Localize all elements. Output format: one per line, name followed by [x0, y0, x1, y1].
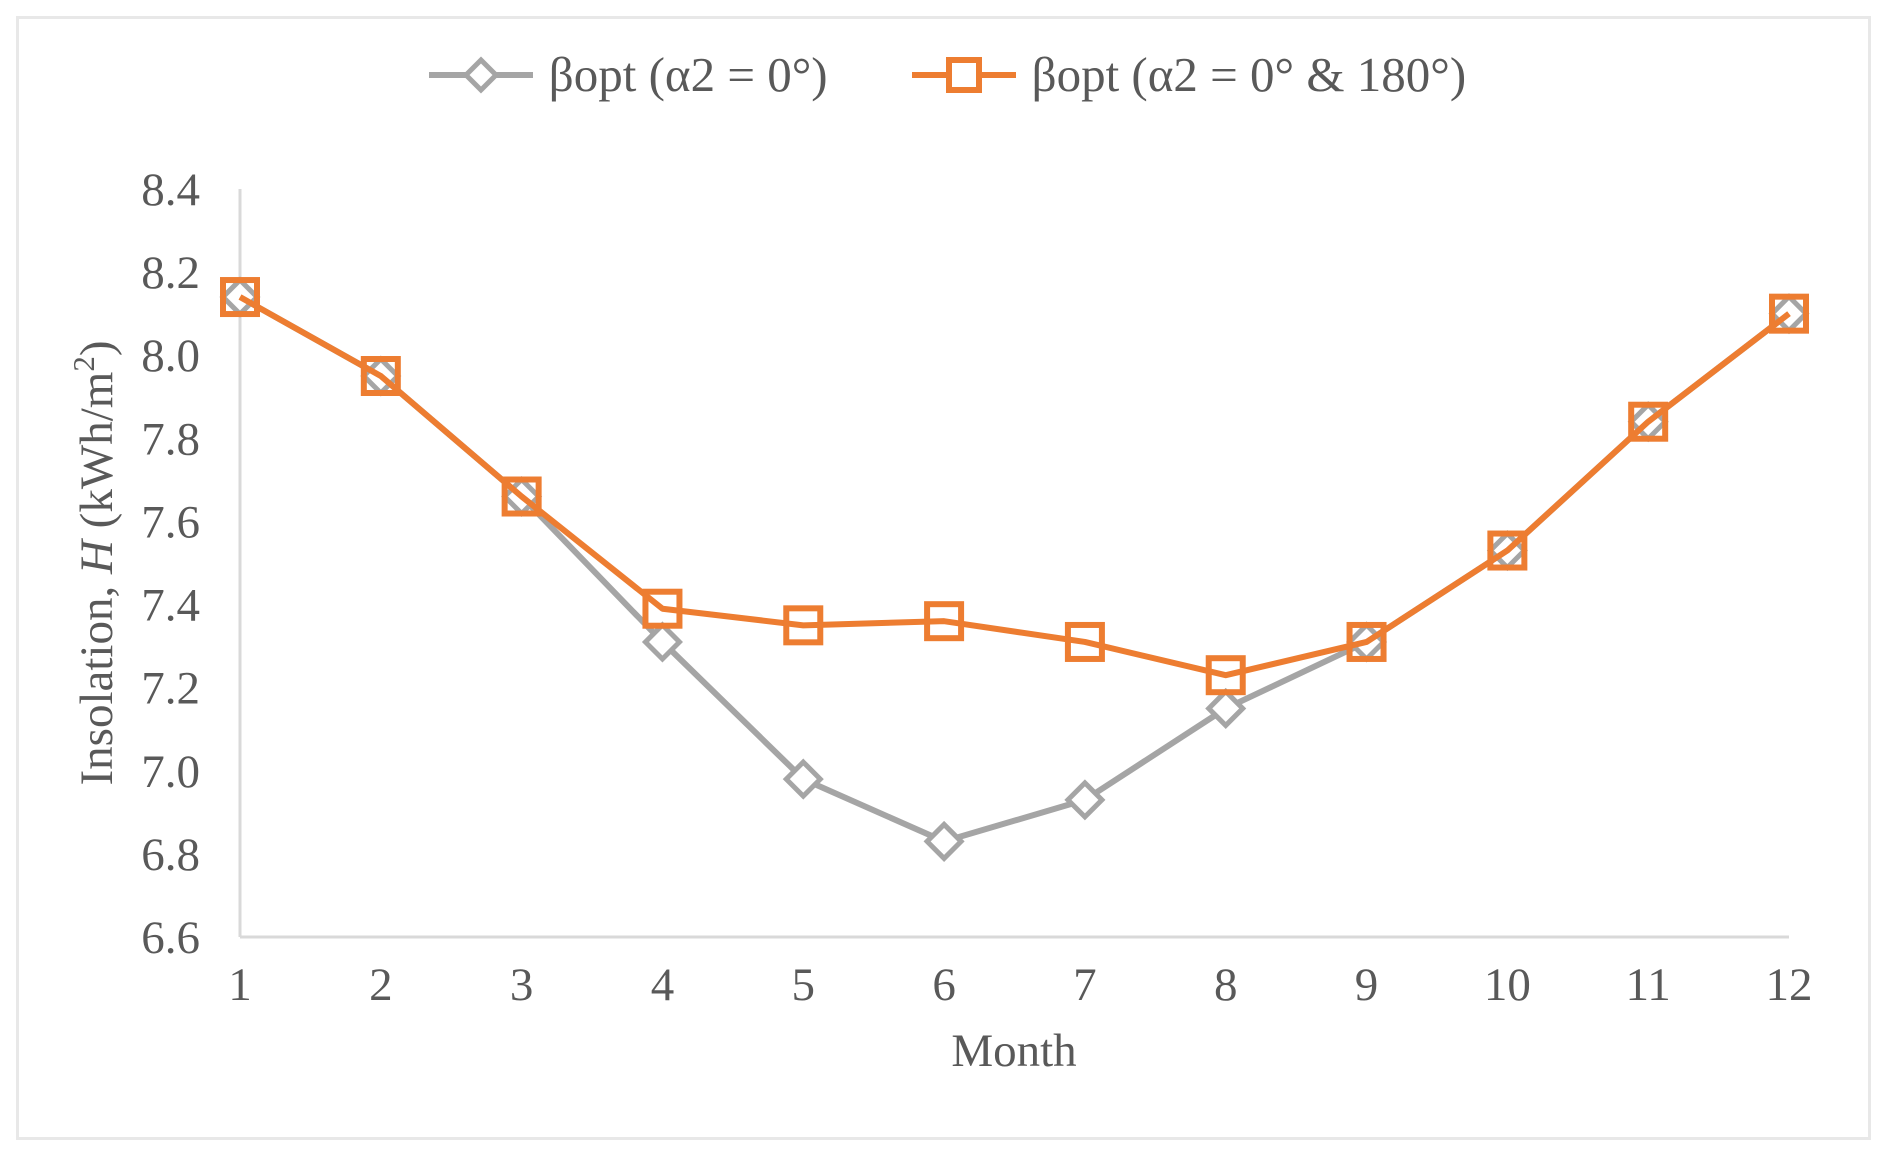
x-tick-label: 1	[228, 959, 252, 1011]
x-tick-label: 6	[932, 959, 956, 1011]
legend-label-series2: βopt (α2 = 0° & 180°)	[1031, 47, 1467, 102]
x-tick-label: 2	[369, 959, 393, 1011]
y-tick-label: 7.8	[141, 413, 200, 465]
y-tick-label: 6.6	[141, 912, 200, 964]
legend-label-series1: βopt (α2 = 0°)	[548, 47, 828, 102]
legend-item-series1: βopt (α2 = 0°)	[427, 46, 828, 103]
data-point-square	[924, 601, 965, 642]
x-tick-label: 3	[510, 959, 534, 1011]
data-point-diamond	[641, 621, 683, 663]
data-point-square	[1628, 401, 1669, 442]
legend-diamond-marker-icon	[428, 55, 533, 94]
data-point-square	[220, 277, 260, 318]
x-tick-label: 7	[1073, 959, 1097, 1011]
x-tick-label: 9	[1355, 959, 1379, 1011]
x-tick-label: 4	[651, 959, 675, 1011]
series-line-2	[238, 294, 1791, 679]
x-tick-label: 12	[1766, 959, 1813, 1011]
data-point-square	[783, 605, 824, 646]
y-tick-label: 6.8	[141, 829, 200, 881]
data-point-square	[1487, 530, 1528, 571]
y-tick-label: 8.0	[141, 330, 200, 382]
legend-item-series2: βopt (α2 = 0° & 180°)	[910, 46, 1467, 103]
x-tick-label: 8	[1214, 959, 1238, 1011]
chart-frame	[16, 16, 1871, 1140]
series-line-1	[238, 294, 1791, 845]
x-tick-label: 5	[792, 959, 816, 1011]
data-point-square	[501, 476, 542, 517]
data-point-square	[1769, 293, 1809, 334]
y-tick-label: 8.4	[141, 164, 200, 216]
data-point-square	[642, 588, 683, 629]
y-tick-label: 8.2	[141, 247, 200, 299]
x-tick-label: 10	[1484, 959, 1531, 1011]
data-point-diamond	[782, 758, 824, 800]
x-axis-title: Month	[951, 1025, 1076, 1077]
data-point-square	[1346, 621, 1387, 662]
y-tick-label: 7.4	[141, 580, 200, 632]
data-point-diamond	[923, 820, 965, 862]
x-tick-label: 11	[1626, 959, 1671, 1011]
legend: βopt (α2 = 0°) βopt (α2 = 0° & 180°)	[0, 46, 1893, 103]
data-point-square	[360, 356, 401, 396]
data-point-square	[1205, 655, 1246, 696]
data-point-diamond	[1205, 687, 1247, 729]
y-tick-label: 7.6	[141, 496, 200, 548]
y-tick-label: 7.2	[141, 663, 200, 715]
y-axis-title: Insolation, H (kWh/m2)	[66, 341, 123, 786]
y-tick-label: 7.0	[141, 746, 200, 798]
legend-square-marker-icon	[911, 56, 1016, 93]
data-point-diamond	[1064, 779, 1106, 821]
data-point-square	[1064, 621, 1105, 662]
